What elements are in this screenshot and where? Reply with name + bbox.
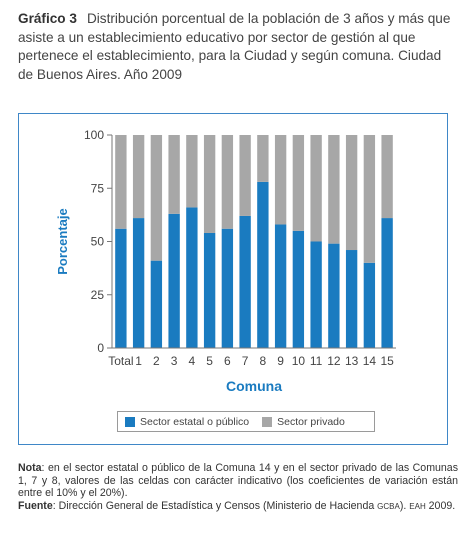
- bar-estatal-2: [150, 260, 163, 348]
- y-tick-label: 0: [97, 341, 104, 355]
- bar-privado-2: [150, 135, 163, 261]
- nota: Nota: en el sector estatal o público de …: [18, 462, 458, 500]
- bar-privado-12: [328, 135, 340, 244]
- nota-label: Nota: [18, 462, 42, 474]
- x-tick-label: 10: [292, 354, 306, 368]
- legend-item-estatal: Sector estatal o público: [118, 416, 249, 428]
- x-tick-label: 14: [363, 354, 377, 368]
- chart-title-text: Distribución porcentual de la población …: [18, 11, 451, 82]
- legend: Sector estatal o público Sector privado: [117, 411, 375, 432]
- bar-estatal-11: [310, 241, 322, 348]
- fuente-gcba: GCBA: [377, 501, 400, 511]
- x-tick-label: 11: [310, 354, 323, 368]
- bar-privado-total: [115, 135, 127, 229]
- bar-estatal-14: [363, 262, 376, 348]
- x-tick-label: 9: [277, 354, 284, 368]
- fuente: Fuente: Dirección General de Estadística…: [18, 500, 458, 514]
- notes: Nota: en el sector estatal o público de …: [18, 462, 458, 513]
- nota-text: : en el sector estatal o público de la C…: [18, 462, 458, 499]
- y-tick-label: 100: [84, 128, 104, 142]
- bar-estatal-9: [274, 224, 287, 348]
- fuente-eah: EAH: [409, 501, 426, 511]
- bar-estatal-12: [328, 243, 340, 348]
- chart-frame: [18, 113, 448, 445]
- bar-privado-11: [310, 135, 322, 242]
- bar-estatal-3: [168, 213, 180, 348]
- x-tick-label: 4: [189, 354, 196, 368]
- x-tick-label: 8: [260, 354, 267, 368]
- bar-estatal-5: [203, 232, 216, 348]
- x-tick-label: 13: [345, 354, 359, 368]
- bar-privado-13: [345, 135, 358, 251]
- legend-swatch-privado: [262, 416, 273, 427]
- bar-estatal-13: [345, 250, 358, 348]
- y-axis-title: Porcentaje: [55, 208, 70, 274]
- x-axis-title: Comuna: [226, 378, 282, 394]
- bar-privado-8: [257, 135, 269, 182]
- bar-estatal-total: [115, 228, 127, 348]
- x-tick-label: 3: [171, 354, 178, 368]
- bar-privado-10: [292, 135, 305, 231]
- bar-privado-5: [203, 135, 216, 233]
- bar-estatal-8: [257, 181, 269, 348]
- x-tick-label: 1: [135, 354, 142, 368]
- fuente-mid: ).: [399, 499, 410, 512]
- fuente-text: : Dirección General de Estadística y Cen…: [52, 499, 378, 512]
- bar-privado-14: [363, 135, 376, 263]
- bar-estatal-15: [381, 218, 393, 348]
- legend-label-estatal: Sector estatal o público: [140, 415, 250, 428]
- x-tick-label: 7: [242, 354, 249, 368]
- bar-privado-7: [239, 135, 251, 216]
- y-tick-label: 75: [91, 181, 105, 195]
- bar-estatal-7: [239, 215, 251, 348]
- x-tick-label: 6: [224, 354, 231, 368]
- legend-label-privado: Sector privado: [277, 415, 345, 428]
- fuente-end: 2009.: [425, 499, 456, 512]
- x-tick-label: 5: [206, 354, 213, 368]
- bar-estatal-6: [221, 228, 234, 348]
- chart-label: Gráfico 3: [18, 11, 77, 26]
- x-tick-label: 2: [153, 354, 160, 368]
- x-tick-label: 15: [380, 354, 394, 368]
- chart-title: Gráfico 3 Distribución porcentual de la p…: [18, 10, 458, 84]
- fuente-label: Fuente: [18, 499, 53, 512]
- x-tick-label: Total: [108, 354, 133, 368]
- bar-privado-3: [168, 135, 180, 214]
- bar-estatal-10: [292, 230, 305, 348]
- bar-privado-15: [381, 135, 393, 219]
- bar-estatal-1: [132, 218, 145, 348]
- bar-privado-9: [274, 135, 287, 225]
- bar-privado-1: [132, 135, 145, 219]
- y-tick-label: 50: [91, 235, 105, 249]
- bar-privado-6: [221, 135, 234, 229]
- legend-swatch-estatal: [125, 416, 135, 427]
- legend-item-privado: Sector privado: [255, 416, 345, 428]
- bar-estatal-4: [186, 207, 198, 348]
- bar-privado-4: [186, 135, 198, 208]
- y-tick-label: 25: [91, 288, 105, 302]
- x-tick-label: 12: [327, 354, 341, 368]
